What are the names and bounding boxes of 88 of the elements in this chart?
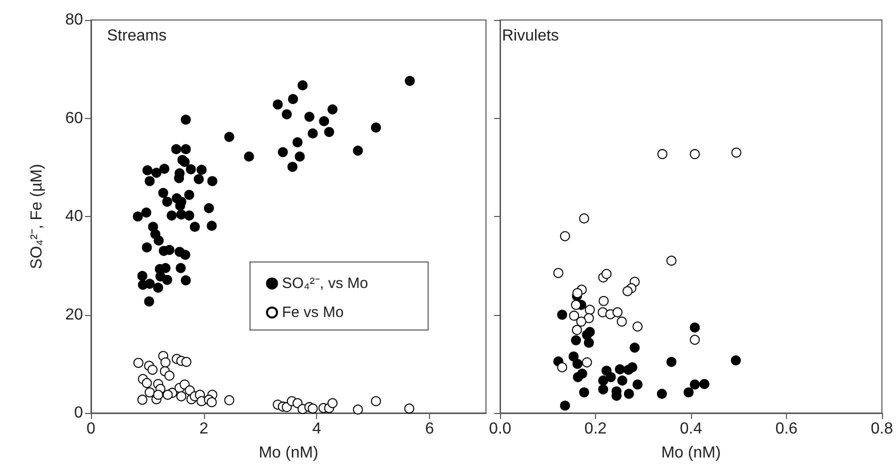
- point: [582, 357, 592, 368]
- point: [584, 304, 595, 315]
- point: [164, 370, 174, 381]
- y-tick-label: 80: [65, 12, 84, 28]
- point: [557, 310, 568, 320]
- x-tick-label: 0.2: [584, 420, 607, 438]
- point: [606, 372, 616, 382]
- point: [614, 364, 625, 374]
- point: [292, 398, 303, 408]
- point: [142, 378, 152, 388]
- y-tick-label: 60: [65, 110, 84, 127]
- x-tick-label: 6: [425, 420, 434, 438]
- point: [160, 357, 170, 368]
- point: [690, 322, 700, 333]
- point: [598, 384, 608, 394]
- point: [617, 376, 628, 386]
- point: [404, 404, 414, 414]
- point: [584, 313, 594, 324]
- point: [579, 213, 590, 224]
- point: [572, 288, 582, 298]
- point: [666, 256, 676, 266]
- point: [699, 379, 710, 390]
- point: [579, 387, 590, 398]
- point: [690, 380, 700, 390]
- point: [206, 397, 217, 408]
- x-tick-label: 0: [86, 420, 96, 438]
- point: [576, 316, 586, 327]
- point: [632, 380, 643, 390]
- x-tick-label: 4: [312, 420, 322, 438]
- point: [730, 355, 741, 366]
- point: [560, 231, 570, 242]
- point: [568, 352, 579, 362]
- point: [731, 148, 742, 158]
- x-tick-label: 0.4: [680, 420, 702, 438]
- y-tick-label: 20: [65, 306, 84, 324]
- point: [624, 388, 634, 399]
- point: [224, 395, 234, 406]
- point: [666, 356, 676, 367]
- point: [370, 396, 381, 406]
- x-axis-title: Mo (nM): [258, 444, 318, 462]
- point: [144, 387, 155, 398]
- point: [577, 368, 588, 379]
- point: [571, 335, 581, 346]
- x-tick-label: 0.8: [870, 420, 894, 438]
- point: [571, 300, 581, 310]
- legend-label: SO₄²⁻, vs Mo: [282, 275, 368, 292]
- y-tick-label: 40: [65, 208, 84, 225]
- point: [176, 391, 186, 402]
- legend-label: Fe vs Mo: [282, 304, 344, 321]
- point: [598, 376, 608, 386]
- point: [690, 334, 700, 345]
- x-tick-label: 0.6: [775, 420, 798, 438]
- y-tick-label: 0: [74, 404, 84, 422]
- point: [584, 338, 594, 348]
- point: [162, 390, 173, 400]
- point: [616, 316, 627, 327]
- point: [352, 404, 363, 415]
- point: [632, 322, 643, 332]
- annotation: Streams: [107, 28, 167, 44]
- point: [602, 268, 612, 279]
- point: [582, 330, 592, 340]
- point: [181, 356, 192, 367]
- point: [557, 362, 568, 372]
- point: [560, 400, 570, 411]
- point: [572, 358, 582, 369]
- point: [137, 394, 148, 405]
- point: [657, 149, 668, 160]
- point: [612, 307, 623, 318]
- annotation: Rivulets: [502, 28, 559, 44]
- x-axis-title: Mo (nM): [661, 444, 721, 462]
- point: [572, 324, 582, 335]
- point: [684, 387, 694, 398]
- point: [622, 286, 633, 296]
- point: [690, 149, 700, 160]
- point: [553, 268, 564, 278]
- point: [630, 342, 640, 353]
- point: [656, 388, 667, 399]
- x-tick-label: 0.0: [488, 420, 512, 438]
- point: [627, 362, 638, 372]
- point: [598, 296, 609, 306]
- x-tick-label: 2: [199, 420, 208, 438]
- y-axis-title: SO₄²⁻, Fe (µM): [28, 164, 46, 270]
- point: [133, 358, 144, 368]
- point: [148, 364, 158, 375]
- point: [153, 390, 164, 400]
- point: [569, 310, 580, 321]
- point: [328, 398, 338, 408]
- point: [308, 404, 318, 414]
